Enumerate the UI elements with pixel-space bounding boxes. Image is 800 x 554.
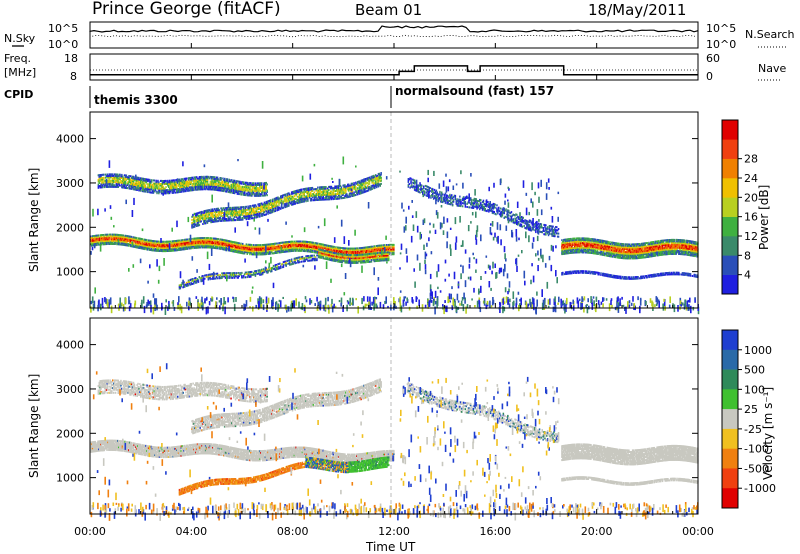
velocity-ylabel: Slant Range [km] [27, 374, 41, 478]
x-tick-label: 16:00 [479, 525, 511, 538]
velocity-colorbar-tick: -500 [744, 462, 769, 475]
figure-title: Prince George (fitACF) [92, 0, 281, 19]
power-colorbar-swatch [722, 158, 738, 179]
velocity-colorbar-tick: 500 [744, 364, 765, 377]
velocity-colorbar-tick: 25 [744, 403, 758, 416]
velocity-ytick-label: 2000 [56, 427, 84, 440]
date-label: 18/May/2011 [588, 1, 686, 19]
beam-label: Beam 01 [355, 1, 422, 19]
x-axis-label: Time UT [365, 540, 416, 554]
power-heatmap [90, 156, 700, 315]
velocity-colorbar-swatch [722, 468, 738, 489]
nave-tick-bottom: 0 [706, 70, 713, 83]
power-colorbar-swatch [722, 274, 738, 295]
nave-tick-top: 60 [706, 52, 720, 65]
power-colorbar-swatch [722, 236, 738, 256]
cpid-mode-1: themis 3300 [94, 93, 178, 107]
nsearch-series-line [89, 34, 696, 38]
x-tick-label: 12:00 [378, 525, 410, 538]
power-colorbar-label: Power [dB] [757, 185, 771, 250]
velocity-ytick-label: 1000 [56, 472, 84, 485]
power-ytick-label: 4000 [56, 133, 84, 146]
nsky-tick-top: 10^5 [48, 22, 78, 35]
power-colorbar-swatch [722, 120, 738, 140]
nsearch-tick-top: 10^5 [706, 22, 736, 35]
velocity-panel: 1000 2000 3000 4000 Slant Range [km] [27, 317, 699, 521]
velocity-colorbar-label: Velocity [m s⁻¹] [761, 387, 775, 480]
velocity-colorbar-swatch [722, 448, 738, 469]
freq-series-line [90, 65, 698, 76]
nsky-panel: 10^5 10^0 10^5 10^0 N.Sky N.Search [4, 21, 795, 51]
nsearch-label: N.Search [745, 28, 795, 41]
x-tick-label: 00:00 [74, 525, 106, 538]
x-tick-label: 00:00 [682, 525, 714, 538]
x-tick-label: 20:00 [581, 525, 613, 538]
velocity-ytick-label: 4000 [56, 339, 84, 352]
velocity-heatmap [90, 363, 699, 521]
velocity-colorbar: 1000 500 100 25 -25 -100 -500 -1000 Velocity [m… [721, 329, 776, 509]
power-colorbar: 4 8 12 16 20 24 28 Power [dB] [721, 119, 771, 295]
power-colorbar-swatch [722, 139, 738, 159]
nsky-series-line [89, 25, 699, 33]
power-ytick-label: 1000 [56, 266, 84, 279]
velocity-colorbar-swatch [722, 488, 738, 509]
x-tick-label: 08:00 [277, 525, 309, 538]
x-tick-label: 04:00 [175, 525, 207, 538]
velocity-ytick-label: 3000 [56, 383, 84, 396]
power-colorbar-tick: 24 [744, 172, 758, 185]
power-panel: 1000 2000 3000 4000 Slant Range [km] [27, 111, 700, 315]
velocity-colorbar-swatch [722, 409, 738, 430]
power-colorbar-swatch [722, 255, 738, 275]
velocity-colorbar-swatch [722, 330, 738, 351]
power-colorbar-tick: 20 [744, 191, 758, 204]
power-colorbar-swatch [722, 178, 738, 198]
velocity-colorbar-tick: 1000 [744, 344, 772, 357]
power-colorbar-tick: 4 [744, 269, 751, 282]
freq-panel: Freq. [MHz] 18 8 60 0 Nave [4, 52, 786, 83]
power-ytick-label: 2000 [56, 221, 84, 234]
nave-label: Nave [758, 62, 786, 75]
velocity-colorbar-swatch [722, 349, 738, 370]
x-axis: 00:00 04:00 08:00 12:00 16:00 20:00 00:00 [74, 43, 714, 538]
velocity-colorbar-swatch [722, 428, 738, 449]
power-y-axis: 1000 2000 3000 4000 [56, 133, 698, 279]
power-ytick-label: 3000 [56, 177, 84, 190]
power-colorbar-tick: 16 [744, 211, 758, 224]
velocity-colorbar-tick: -25 [744, 423, 762, 436]
power-colorbar-tick: 28 [744, 153, 758, 166]
freq-tick-bottom: 8 [70, 70, 77, 83]
nsky-tick-bottom: 10^0 [48, 38, 78, 51]
cpid-mode-2: normalsound (fast) 157 [395, 84, 554, 98]
cpid-label: CPID [4, 88, 33, 101]
velocity-colorbar-swatch [722, 369, 738, 390]
freq-tick-top: 18 [64, 52, 78, 65]
velocity-colorbar-tick: 100 [744, 383, 765, 396]
cpid-row: CPID themis 3300 normalsound (fast) 157 [4, 84, 554, 108]
power-colorbar-tick: 8 [744, 249, 751, 262]
nsky-label: N.Sky [4, 32, 36, 45]
freq-label-line1: Freq. [4, 52, 31, 65]
power-colorbar-swatch [722, 197, 738, 217]
velocity-colorbar-tick: -100 [744, 443, 769, 456]
velocity-colorbar-tick: -1000 [744, 482, 776, 495]
power-colorbar-swatch [722, 216, 738, 237]
nsearch-tick-bottom: 10^0 [706, 38, 736, 51]
velocity-colorbar-swatch [722, 389, 738, 410]
freq-label-line2: [MHz] [4, 66, 36, 79]
power-colorbar-tick: 12 [744, 230, 758, 243]
power-ylabel: Slant Range [km] [27, 168, 41, 272]
velocity-y-axis: 1000 2000 3000 4000 [56, 339, 698, 485]
